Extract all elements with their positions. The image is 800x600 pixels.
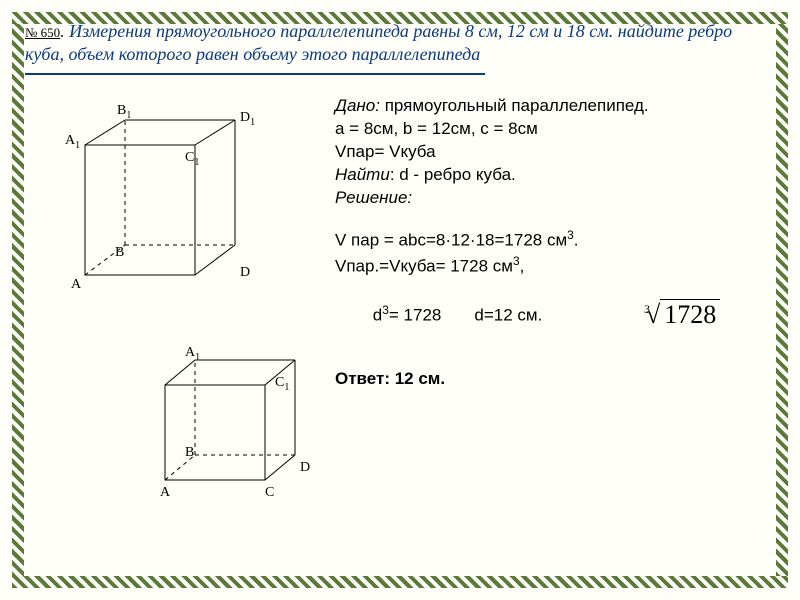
find-label: Найти bbox=[335, 165, 390, 184]
problem-text: Измерения прямоугольного параллелепипеда… bbox=[25, 21, 732, 64]
cube-root-expression: 3√1728 bbox=[640, 300, 720, 330]
dimensions-line: a = 8см, b = 12см, c = 8см bbox=[335, 118, 755, 141]
cube-label-D: D bbox=[300, 460, 310, 476]
cube-label-C: C bbox=[265, 485, 274, 501]
cube-label-A1: A1 bbox=[185, 345, 200, 363]
problem-statement: № 650. Измерения прямоугольного параллел… bbox=[25, 20, 775, 67]
label-A: A bbox=[71, 277, 81, 293]
answer-line: Ответ: 12 см. bbox=[335, 368, 755, 391]
cube-label-C1: C1 bbox=[275, 375, 289, 393]
label-D1: D1 bbox=[240, 110, 255, 128]
root-index: 3 bbox=[644, 302, 650, 316]
spacer2 bbox=[335, 350, 755, 368]
label-D: D bbox=[240, 265, 250, 281]
problem-number: № 650 bbox=[25, 25, 60, 40]
given-line: Дано: прямоугольный параллелепипед. bbox=[335, 95, 755, 118]
calc-line-2: Vпар.=Vкуба= 1728 см3, bbox=[335, 253, 755, 279]
cube-label-A: A bbox=[160, 485, 170, 501]
calc-line-1: V пар = abc=8·12·18=1728 см3. bbox=[335, 227, 755, 253]
given-text: прямоугольный параллелепипед. bbox=[380, 96, 649, 115]
header-underline bbox=[25, 73, 485, 75]
volumes-eq-line: Vпар= Vкуба bbox=[335, 141, 755, 164]
given-label: Дано: bbox=[335, 96, 380, 115]
solution-label: Решение: bbox=[335, 187, 755, 210]
label-C1: C1 bbox=[185, 150, 199, 168]
diagrams-column: A1 B1 C1 D1 A B D A1 C1 B A C bbox=[25, 85, 325, 545]
radicand: 1728 bbox=[660, 299, 720, 329]
label-B: B bbox=[115, 245, 124, 261]
find-text: : d - ребро куба. bbox=[390, 165, 516, 184]
spacer bbox=[335, 209, 755, 227]
solution-text: Дано: прямоугольный параллелепипед. a = … bbox=[335, 95, 755, 391]
cube-label-B: B bbox=[185, 445, 194, 461]
label-A1: A1 bbox=[65, 133, 80, 151]
label-B1: B1 bbox=[117, 103, 131, 121]
find-line: Найти: d - ребро куба. bbox=[335, 164, 755, 187]
